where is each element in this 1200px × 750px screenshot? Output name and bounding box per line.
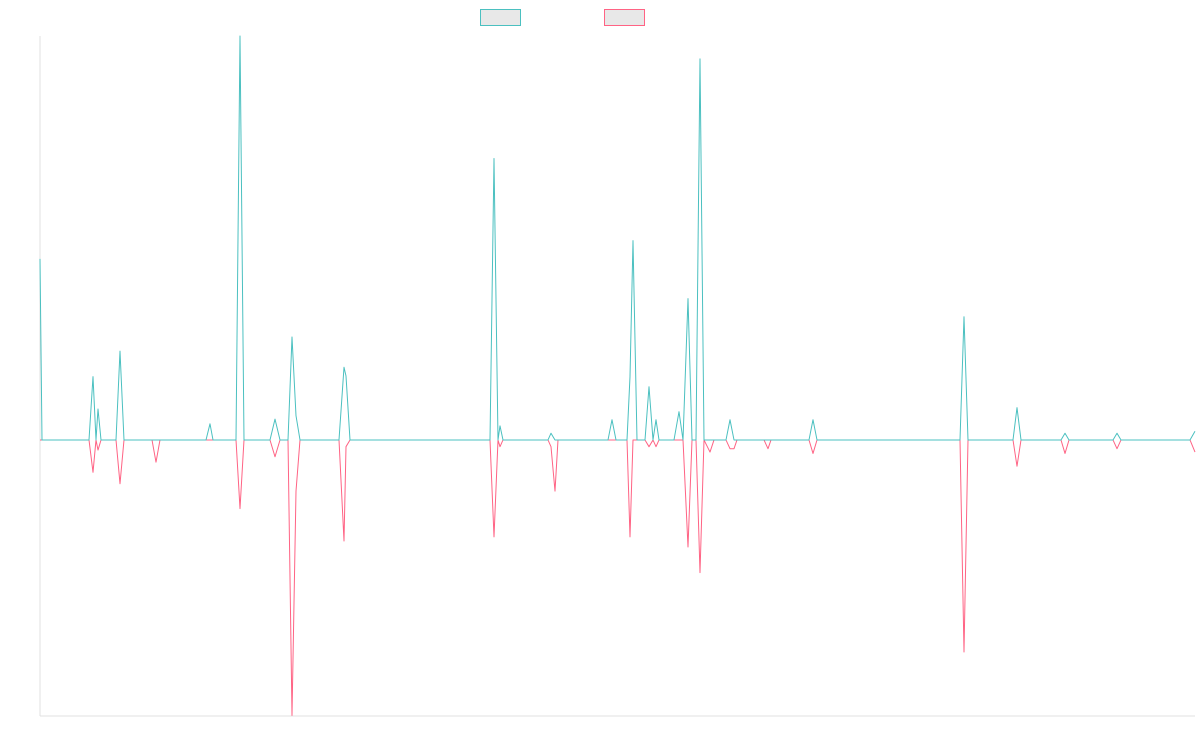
- series-line: [40, 439, 1196, 716]
- legend-swatch: [480, 9, 521, 26]
- series-line: [39, 35, 1196, 441]
- legend-swatch: [604, 9, 645, 26]
